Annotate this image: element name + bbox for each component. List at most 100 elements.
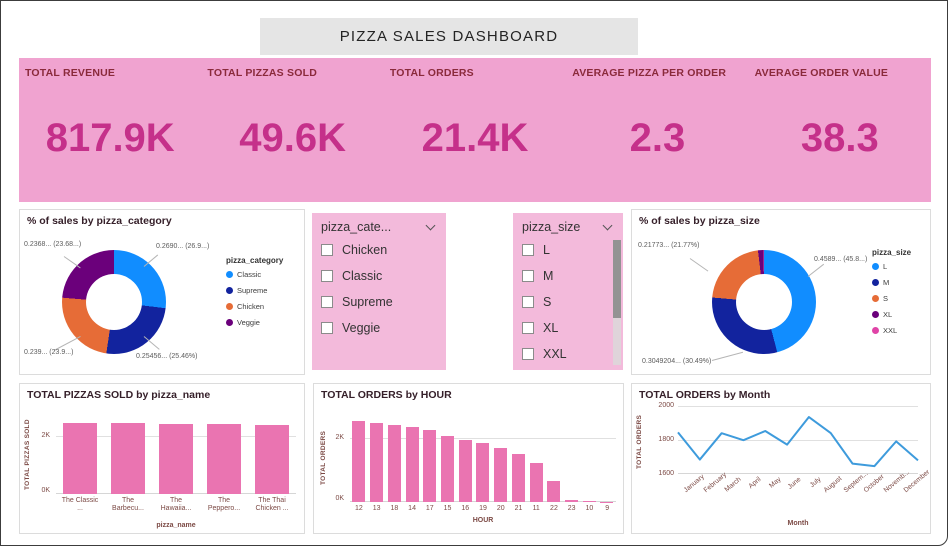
slicer-item-m[interactable]: M bbox=[513, 263, 623, 289]
checkbox[interactable] bbox=[522, 322, 534, 334]
bar[interactable] bbox=[111, 423, 145, 494]
chevron-down-icon bbox=[425, 220, 436, 231]
checkbox[interactable] bbox=[522, 270, 534, 282]
legend-item[interactable]: M bbox=[872, 278, 911, 287]
legend-swatch bbox=[872, 311, 879, 318]
bars bbox=[56, 414, 296, 494]
checkbox[interactable] bbox=[321, 270, 333, 282]
checkbox[interactable] bbox=[522, 348, 534, 360]
bar[interactable] bbox=[405, 427, 419, 502]
bar[interactable] bbox=[370, 423, 384, 502]
bar[interactable] bbox=[458, 439, 472, 502]
donut-hole bbox=[736, 274, 792, 330]
bar[interactable] bbox=[423, 430, 437, 502]
x-axis-labels: 12 13 18 14 17 15 16 19 20 21 11 22 23 10 9 bbox=[350, 505, 616, 513]
donut-hole bbox=[86, 274, 142, 330]
chart-title: TOTAL PIZZAS SOLD by pizza_name bbox=[27, 389, 211, 401]
bar[interactable] bbox=[582, 501, 596, 502]
slicer-item-chicken[interactable]: Chicken bbox=[312, 237, 446, 263]
bar[interactable] bbox=[63, 422, 97, 494]
size-donut-panel: % of sales by pizza_size 0.21773... (21.… bbox=[631, 209, 931, 375]
scrollbar-thumb[interactable] bbox=[613, 240, 621, 318]
legend-swatch bbox=[226, 287, 233, 294]
legend-title: pizza_size bbox=[872, 248, 912, 257]
x-axis-title: pizza_name bbox=[156, 522, 196, 529]
kpi-value: 817.9K bbox=[45, 116, 175, 160]
kpi-value: 2.3 bbox=[629, 116, 686, 160]
checkbox[interactable] bbox=[522, 244, 534, 256]
y-axis-tick: 0K bbox=[41, 487, 50, 494]
bar[interactable] bbox=[387, 425, 401, 502]
bar-plot bbox=[350, 414, 616, 502]
slicer-header[interactable]: pizza_size bbox=[513, 213, 623, 237]
y-axis-title: TOTAL ORDERS bbox=[320, 430, 327, 486]
legend-item[interactable]: L bbox=[872, 262, 911, 271]
slicer-item-l[interactable]: L bbox=[513, 237, 623, 263]
x-axis-labels: January February March April May June July Augu… bbox=[678, 469, 932, 506]
checkbox[interactable] bbox=[321, 244, 333, 256]
slicer-item-supreme[interactable]: Supreme bbox=[312, 289, 446, 315]
data-label: 0.239... (23.9...) bbox=[24, 349, 74, 356]
checkbox[interactable] bbox=[321, 296, 333, 308]
scrollbar[interactable] bbox=[613, 240, 621, 365]
bar[interactable] bbox=[255, 425, 289, 494]
chart-title: % of sales by pizza_category bbox=[27, 215, 172, 227]
line-plot[interactable] bbox=[678, 406, 918, 474]
checkbox[interactable] bbox=[522, 296, 534, 308]
callout-line bbox=[807, 263, 825, 277]
chart-title: TOTAL ORDERS by HOUR bbox=[321, 389, 452, 401]
bar[interactable] bbox=[207, 423, 241, 494]
x-axis-title: Month bbox=[787, 520, 809, 527]
callout-line bbox=[711, 351, 744, 361]
bars bbox=[350, 414, 616, 502]
data-label: 0.2368... (23.68...) bbox=[24, 241, 82, 248]
kpi-band: TOTAL REVENUE 817.9K TOTAL PIZZAS SOLD 4… bbox=[19, 58, 931, 202]
checkbox[interactable] bbox=[321, 322, 333, 334]
legend-item[interactable]: Veggie bbox=[226, 318, 283, 327]
x-axis-label: 9 bbox=[605, 505, 610, 512]
x-axis-label: 10 bbox=[585, 505, 594, 512]
x-axis-label: 18 bbox=[390, 505, 399, 512]
legend-item[interactable]: XXL bbox=[872, 326, 911, 335]
legend-item[interactable]: Supreme bbox=[226, 286, 283, 295]
kpi-label: AVERAGE ORDER VALUE bbox=[754, 67, 889, 79]
bar[interactable] bbox=[529, 462, 543, 502]
x-axis-label: 23 bbox=[567, 505, 576, 512]
y-axis-tick: 0K bbox=[335, 495, 344, 502]
bar[interactable] bbox=[511, 454, 525, 502]
slicer-item-label: Supreme bbox=[342, 295, 393, 309]
bar[interactable] bbox=[352, 421, 366, 502]
bar[interactable] bbox=[494, 447, 508, 502]
gridline bbox=[350, 438, 616, 439]
slicer-item-classic[interactable]: Classic bbox=[312, 263, 446, 289]
legend-item[interactable]: S bbox=[872, 294, 911, 303]
dashboard-title: PIZZA SALES DASHBOARD bbox=[260, 18, 638, 55]
kpi-card-average-order-value: AVERAGE ORDER VALUE 38.3 bbox=[749, 58, 931, 202]
kpi-value: 49.6K bbox=[239, 116, 346, 160]
kpi-card-total-orders: TOTAL ORDERS 21.4K bbox=[384, 58, 566, 202]
callout-line bbox=[63, 256, 81, 269]
slicer-item-veggie[interactable]: Veggie bbox=[312, 315, 446, 341]
slicer-header[interactable]: pizza_cate... bbox=[312, 213, 446, 237]
x-axis-label: 17 bbox=[425, 505, 434, 512]
legend-label: L bbox=[883, 262, 888, 271]
bar[interactable] bbox=[159, 423, 193, 494]
slicer-item-xl[interactable]: XL bbox=[513, 315, 623, 341]
legend-item[interactable]: Chicken bbox=[226, 302, 283, 311]
bar[interactable] bbox=[564, 500, 578, 502]
x-axis-label: 21 bbox=[514, 505, 523, 512]
bar[interactable] bbox=[440, 436, 454, 502]
legend-item[interactable]: Classic bbox=[226, 270, 283, 279]
bar[interactable] bbox=[547, 480, 561, 502]
bar[interactable] bbox=[476, 442, 490, 502]
slicer-header-label: pizza_size bbox=[522, 220, 581, 234]
x-axis-label: The Thai Chicken ... bbox=[255, 497, 289, 513]
legend-item[interactable]: XL bbox=[872, 310, 911, 319]
slicer-item-s[interactable]: S bbox=[513, 289, 623, 315]
x-axis-label: 14 bbox=[408, 505, 416, 512]
slicer-item-xxl[interactable]: XXL bbox=[513, 341, 623, 367]
slicer-item-label: Chicken bbox=[342, 243, 388, 257]
chevron-down-icon bbox=[602, 220, 613, 231]
legend-swatch bbox=[872, 279, 879, 286]
